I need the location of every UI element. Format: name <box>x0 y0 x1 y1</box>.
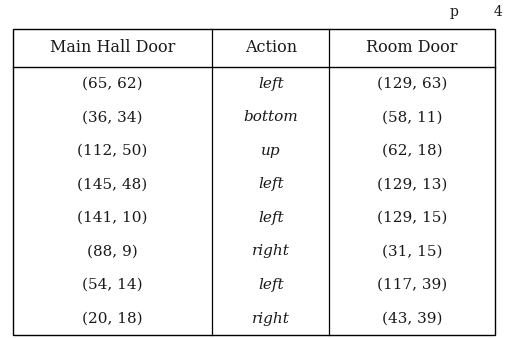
Text: (129, 63): (129, 63) <box>377 77 448 91</box>
Text: right: right <box>252 244 290 259</box>
Text: (65, 62): (65, 62) <box>82 77 143 91</box>
Text: left: left <box>258 177 283 191</box>
Text: (54, 14): (54, 14) <box>82 278 143 292</box>
Text: (62, 18): (62, 18) <box>382 144 442 158</box>
Text: right: right <box>252 312 290 325</box>
Text: Room Door: Room Door <box>366 39 458 56</box>
Text: (117, 39): (117, 39) <box>377 278 448 292</box>
Text: (31, 15): (31, 15) <box>382 244 442 259</box>
Text: Main Hall Door: Main Hall Door <box>50 39 175 56</box>
Text: up: up <box>261 144 280 158</box>
Text: (36, 34): (36, 34) <box>82 110 143 124</box>
Text: (58, 11): (58, 11) <box>382 110 442 124</box>
Text: left: left <box>258 278 283 292</box>
Text: left: left <box>258 211 283 225</box>
Text: (129, 13): (129, 13) <box>377 177 448 191</box>
Text: (112, 50): (112, 50) <box>77 144 148 158</box>
Text: (20, 18): (20, 18) <box>82 312 143 325</box>
Text: (43, 39): (43, 39) <box>382 312 442 325</box>
Text: Action: Action <box>245 39 297 56</box>
Text: p        4: p 4 <box>450 5 503 19</box>
Text: (145, 48): (145, 48) <box>77 177 148 191</box>
Text: left: left <box>258 77 283 91</box>
Text: (88, 9): (88, 9) <box>87 244 138 259</box>
Text: bottom: bottom <box>243 110 298 124</box>
Text: (129, 15): (129, 15) <box>377 211 448 225</box>
Text: (141, 10): (141, 10) <box>77 211 148 225</box>
